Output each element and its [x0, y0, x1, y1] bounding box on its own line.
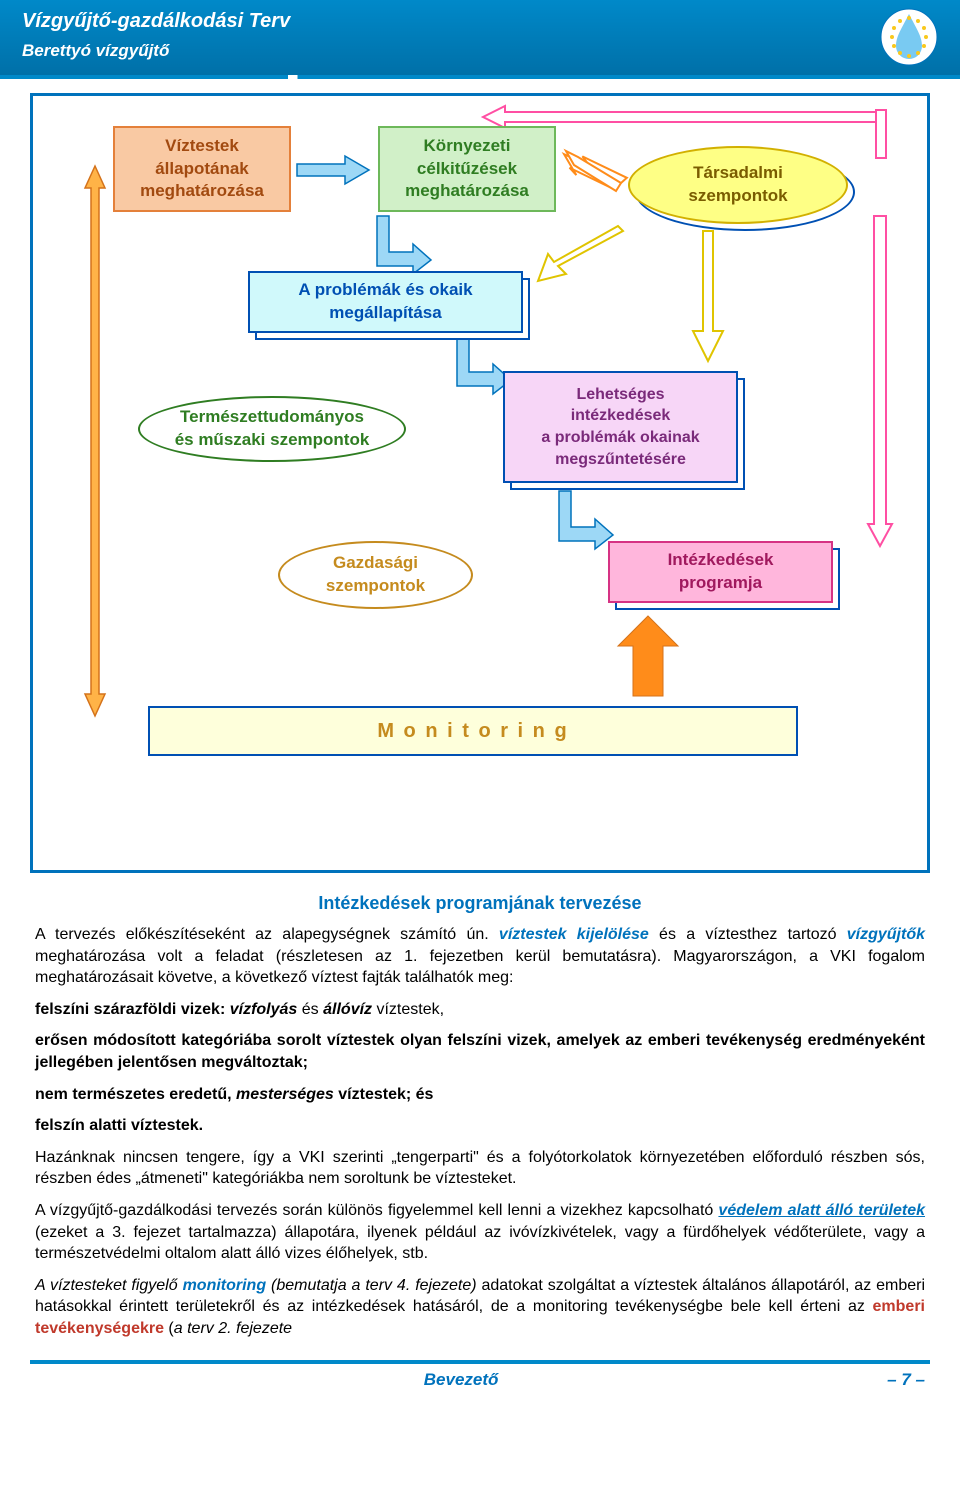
para-2: Hazánknak nincsen tengere, így a VKI sze…: [35, 1147, 925, 1190]
arrow-pink-long-right: [868, 216, 892, 546]
doc-title: Vízgyűjtő-gazdálkodási Terv: [22, 10, 938, 33]
flow-diagram: Víztestekállapotánakmeghatározása Környe…: [30, 93, 930, 873]
node-tarsadalmi: Társadalmiszempontok: [628, 146, 848, 224]
list-4: felszín alatti víztestek.: [35, 1115, 925, 1137]
para-4: A víztesteket figyelő monitoring (bemuta…: [35, 1275, 925, 1340]
arrow-pink-down-to-n3: [871, 110, 891, 158]
list-2: erősen módosított kategóriába sorolt víz…: [35, 1030, 925, 1073]
list-3: nem természetes eredetű, mesterséges víz…: [35, 1084, 925, 1106]
node-viztestek: Víztestekállapotánakmeghatározása: [113, 126, 291, 212]
header-rule: [0, 75, 960, 79]
arrow-n6-n8: [553, 491, 613, 549]
arrow-monitoring-loop: [83, 166, 107, 716]
node-gazdasagi: Gazdaságiszempontok: [278, 541, 473, 609]
node-termeszettud: Természettudományosés műszaki szempontok: [138, 396, 406, 462]
arrow-n3-n2-orange: [566, 151, 626, 191]
section-subheading: Intézkedések programjának tervezése: [0, 893, 960, 914]
arrow-n3-n4-yellow: [538, 226, 628, 286]
footer-center: Bevezető: [424, 1370, 499, 1390]
doc-subtitle: Berettyó vízgyűjtő: [22, 41, 938, 61]
page-header: Vízgyűjtő-gazdálkodási Terv Berettyó víz…: [0, 0, 960, 75]
page-footer: Bevezető – 7 –: [0, 1370, 960, 1410]
node-lehetseges: Lehetségesintézkedéseka problémák okaina…: [503, 371, 738, 483]
para-1: A tervezés előkészítéseként az alapegysé…: [35, 924, 925, 989]
footer-right: – 7 –: [887, 1370, 925, 1390]
node-kornyezeti: Környezeticélkitűzésekmeghatározása: [378, 126, 556, 212]
body-text: A tervezés előkészítéseként az alapegysé…: [35, 924, 925, 1340]
node-intezkedesek: Intézkedésekprogramja: [608, 541, 833, 603]
arrow-n3-n6-yellow: [673, 231, 723, 361]
node-problemak: A problémák és okaikmegállapítása: [248, 271, 523, 333]
arrow-n4-n6: [451, 336, 511, 394]
footer-rule: [30, 1360, 930, 1364]
para-3: A vízgyűjtő-gazdálkodási tervezés során …: [35, 1200, 925, 1265]
eu-drop-logo: [880, 8, 938, 66]
list-1: felszíni szárazföldi vizek: vízfolyás és…: [35, 999, 925, 1021]
arrow-n2-n4: [371, 216, 431, 274]
node-monitoring: M o n i t o r i n g: [148, 706, 798, 756]
arrow-n9-n8-orange: [618, 616, 678, 696]
arrow-pink-top: [483, 106, 883, 128]
arrow-n1-n2: [297, 156, 369, 184]
